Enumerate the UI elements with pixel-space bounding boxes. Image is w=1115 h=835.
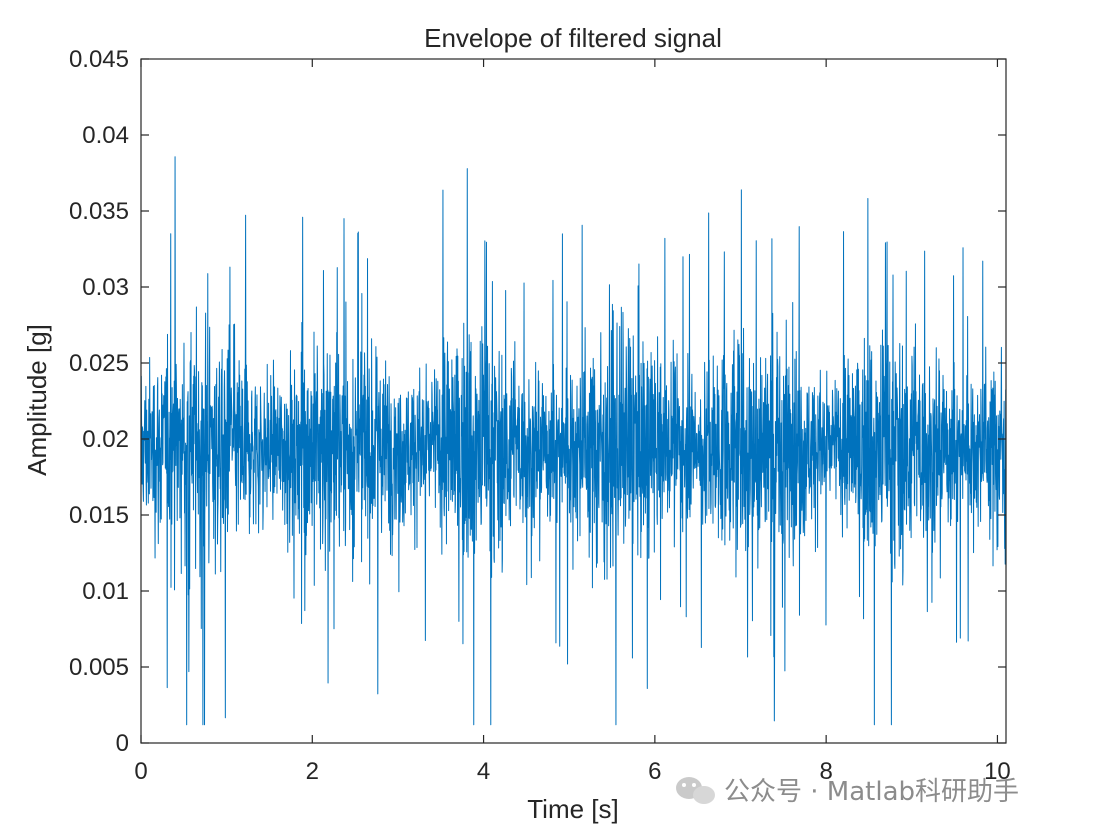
axes-box (140, 58, 1007, 744)
watermark: 公众号 · Matlab科研助手 (676, 777, 1019, 807)
y-tick-label: 0.03 (82, 274, 129, 301)
x-tick-label: 10 (984, 758, 1011, 785)
chart-title: Envelope of filtered signal (424, 23, 722, 53)
x-tick-label: 2 (306, 758, 319, 785)
y-tick-label: 0.02 (82, 426, 129, 453)
x-axis: 0 2 4 6 8 10 (134, 59, 1011, 785)
y-tick-label: 0.025 (69, 350, 129, 377)
y-axis: 0 0.005 0.01 0.015 0.02 0.025 0.03 0.035 0.04 0.0… (69, 46, 1006, 757)
x-tick-label: 8 (819, 758, 832, 785)
x-tick-label: 4 (477, 758, 490, 785)
y-tick-label: 0.04 (82, 122, 129, 149)
signal-line (140, 156, 1007, 726)
y-axis-label: Amplitude [g] (22, 324, 52, 476)
x-axis-label: Time [s] (527, 794, 618, 824)
y-tick-label: 0.035 (69, 198, 129, 225)
y-tick-label: 0.015 (69, 502, 129, 529)
wechat-icon (676, 777, 715, 804)
plot-area: 0 0.005 0.01 0.015 0.02 0.025 0.03 0.035 0.04 0.0… (69, 46, 1011, 785)
y-tick-label: 0.01 (82, 578, 129, 605)
watermark-text: 公众号 · Matlab科研助手 (724, 777, 1019, 807)
y-tick-label: 0 (116, 730, 129, 757)
x-tick-label: 0 (134, 758, 147, 785)
x-tick-label: 6 (648, 758, 661, 785)
y-tick-label: 0.045 (69, 46, 129, 73)
signal-series (140, 156, 1007, 726)
y-tick-label: 0.005 (69, 654, 129, 681)
